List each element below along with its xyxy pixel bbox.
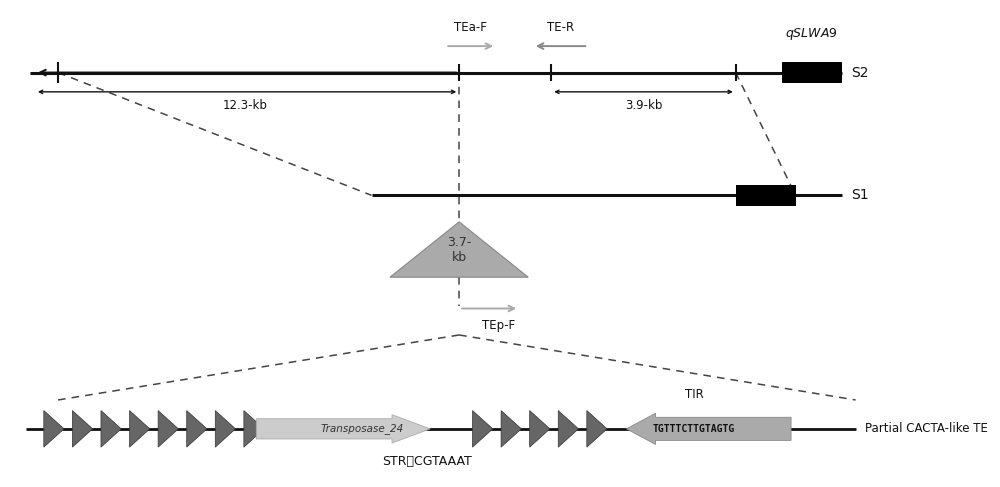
Polygon shape: [244, 411, 264, 447]
Polygon shape: [215, 411, 236, 447]
Polygon shape: [558, 411, 579, 447]
Text: TEp-F: TEp-F: [482, 319, 515, 332]
Text: TIR: TIR: [685, 388, 704, 401]
Text: S2: S2: [851, 66, 868, 79]
Polygon shape: [72, 411, 93, 447]
Text: Transposase_24: Transposase_24: [321, 423, 404, 434]
Polygon shape: [130, 411, 150, 447]
Polygon shape: [501, 411, 521, 447]
Text: TGTTTCTTGTAGTG: TGTTTCTTGTAGTG: [653, 424, 735, 434]
Text: 12.3-kb: 12.3-kb: [222, 99, 267, 112]
FancyArrow shape: [256, 415, 430, 443]
Text: TE-R: TE-R: [547, 21, 574, 34]
Polygon shape: [101, 411, 121, 447]
Text: Partial CACTA-like TE: Partial CACTA-like TE: [865, 422, 988, 435]
FancyArrow shape: [626, 413, 791, 445]
Polygon shape: [158, 411, 178, 447]
Polygon shape: [587, 411, 607, 447]
Polygon shape: [390, 222, 528, 277]
Text: TEa-F: TEa-F: [454, 21, 487, 34]
Polygon shape: [530, 411, 550, 447]
Bar: [782, 62, 842, 83]
Text: 3.9-kb: 3.9-kb: [625, 99, 662, 112]
Polygon shape: [473, 411, 493, 447]
Text: $qSLWA9$: $qSLWA9$: [785, 26, 838, 42]
Polygon shape: [44, 411, 64, 447]
Polygon shape: [187, 411, 207, 447]
Text: 3.7-
kb: 3.7- kb: [447, 236, 471, 263]
Bar: [736, 185, 796, 206]
Text: STR：CGTAAAT: STR：CGTAAAT: [382, 454, 472, 468]
Text: S1: S1: [851, 188, 869, 203]
